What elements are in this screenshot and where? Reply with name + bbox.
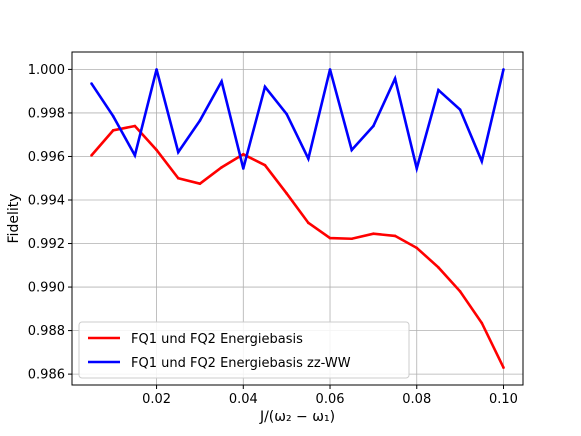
legend-entry-label: FQ1 und FQ2 Energiebasis: [131, 332, 303, 347]
data-point: [176, 176, 180, 180]
series-layer: [90, 68, 505, 369]
y-axis-label: Fidelity: [6, 194, 22, 244]
data-point: [437, 88, 440, 92]
x-tick-label: 0.06: [316, 392, 345, 407]
data-point: [241, 152, 245, 156]
data-point: [372, 232, 375, 236]
data-point: [502, 366, 505, 369]
legend: FQ1 und FQ2 Energiebasis FQ1 und FQ2 Ener…: [78, 321, 410, 379]
x-tick-label: 0.04: [229, 392, 258, 407]
x-tick-label: 0.10: [489, 392, 518, 407]
axis-ticks: 0.02 0.04 0.06 0.08 0.10 0.986 0.988 0.990 0.992…: [28, 63, 518, 407]
data-point: [393, 234, 397, 238]
data-point: [198, 182, 202, 185]
series-line-1: [90, 124, 505, 369]
y-tick-label: 0.990: [28, 281, 65, 296]
y-tick-label: 0.994: [28, 194, 65, 209]
data-point: [220, 166, 223, 169]
data-point: [133, 124, 137, 128]
plot-frame: [71, 51, 524, 386]
data-point: [328, 68, 332, 71]
y-tick-label: 0.988: [28, 324, 65, 339]
data-point: [285, 112, 288, 116]
y-tick-label: 0.992: [28, 237, 65, 252]
data-point: [220, 80, 223, 83]
data-point: [480, 321, 484, 325]
data-point: [480, 159, 484, 163]
y-tick-label: 0.998: [28, 106, 65, 121]
series-line-2: [90, 69, 505, 174]
data-point: [111, 114, 115, 118]
data-point: [155, 148, 158, 152]
data-point: [133, 154, 137, 157]
data-point: [111, 129, 115, 132]
data-point: [307, 221, 310, 225]
data-point: [263, 163, 267, 167]
data-point: [415, 246, 419, 250]
data-point: [393, 77, 397, 80]
data-point: [437, 266, 440, 269]
legend-box: [78, 321, 410, 379]
data-point: [328, 236, 332, 240]
y-tick-label: 0.986: [28, 368, 65, 383]
data-point: [285, 192, 288, 195]
data-point: [90, 154, 93, 157]
data-point: [198, 119, 202, 122]
x-tick-label: 0.02: [142, 392, 171, 407]
data-point: [502, 68, 505, 71]
data-point: [458, 290, 462, 293]
data-point: [241, 167, 245, 170]
data-point: [307, 157, 310, 160]
y-tick-label: 1.000: [28, 63, 65, 78]
legend-entry-label: FQ1 und FQ2 Energiebasis zz-WW: [131, 356, 351, 371]
data-point: [458, 108, 462, 111]
data-point: [155, 68, 158, 71]
x-axis-label: J/(ω₂ − ω₁): [259, 409, 335, 425]
data-point: [176, 150, 180, 154]
data-point: [350, 148, 354, 152]
data-point: [415, 167, 419, 170]
data-point: [372, 124, 375, 128]
x-tick-label: 0.08: [402, 392, 431, 407]
y-tick-label: 0.996: [28, 150, 65, 165]
data-point: [263, 85, 267, 89]
data-point: [90, 82, 93, 85]
data-point: [350, 237, 354, 241]
